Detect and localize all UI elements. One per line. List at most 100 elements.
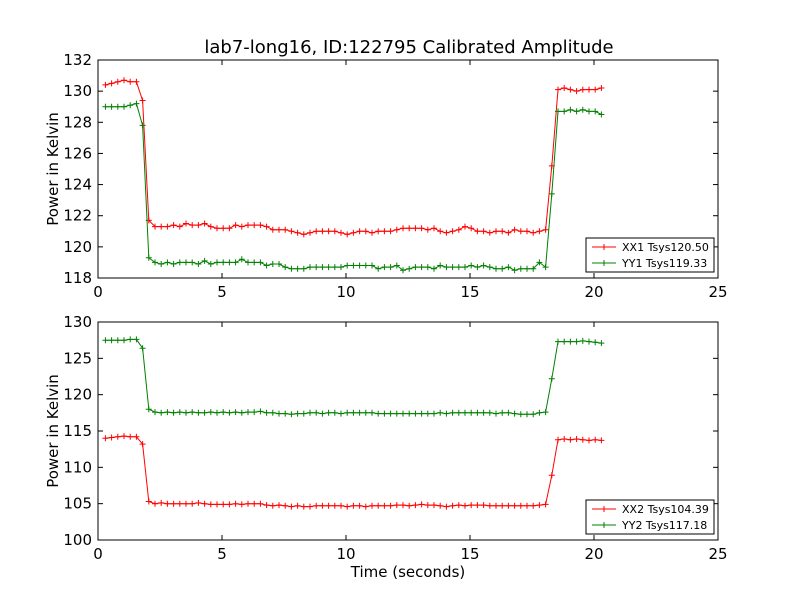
data-point	[387, 410, 394, 417]
data-point	[282, 226, 289, 233]
data-point	[493, 228, 499, 235]
data-point	[455, 264, 462, 271]
data-point	[474, 228, 481, 235]
data-point	[300, 231, 307, 238]
data-point	[356, 502, 363, 509]
data-point	[369, 409, 375, 416]
data-point	[220, 259, 227, 266]
data-point	[474, 264, 481, 271]
data-point	[511, 502, 518, 509]
legend-entry: YY2 Tsys117.18	[621, 519, 707, 532]
data-point	[220, 501, 227, 508]
data-point	[307, 264, 313, 271]
data-point	[455, 409, 462, 416]
data-point	[176, 409, 183, 416]
data-point	[226, 225, 233, 232]
data-point	[499, 409, 506, 416]
data-point	[592, 108, 599, 115]
data-point	[207, 223, 214, 230]
data-point	[561, 338, 568, 345]
legend-box	[585, 499, 715, 535]
data-point	[195, 261, 202, 267]
data-point	[152, 259, 158, 266]
data-point	[393, 410, 400, 417]
data-point	[480, 502, 487, 509]
data-point	[573, 436, 580, 442]
y-tick-label: 130	[63, 82, 92, 100]
data-point	[164, 223, 171, 230]
data-point	[325, 264, 332, 271]
data-point	[214, 409, 220, 416]
data-point	[437, 228, 444, 235]
data-point	[369, 502, 375, 509]
data-point	[598, 437, 605, 444]
data-point	[139, 97, 146, 104]
data-point	[276, 502, 282, 509]
y-axis-label: Power in Kelvin	[44, 112, 62, 226]
data-point	[288, 228, 295, 235]
data-point	[183, 409, 189, 416]
legend-entry: XX2 Tsys104.39	[622, 503, 709, 516]
x-tick-label: 10	[336, 283, 355, 301]
data-point	[338, 502, 344, 509]
data-point	[455, 502, 462, 509]
data-point	[114, 103, 121, 110]
data-point	[499, 265, 506, 272]
data-point	[424, 264, 431, 271]
chart-title: lab7-long16, ID:122795 Calibrated Amplit…	[204, 37, 613, 58]
data-point	[567, 106, 574, 113]
data-point	[139, 122, 146, 129]
data-point	[201, 220, 208, 227]
data-point	[598, 85, 605, 91]
data-point	[300, 265, 307, 272]
data-point	[493, 265, 499, 272]
data-point	[158, 499, 165, 506]
data-point	[102, 435, 109, 442]
data-point	[548, 472, 555, 479]
data-point	[325, 409, 332, 416]
y-tick-label: 105	[63, 495, 92, 513]
data-point	[393, 502, 400, 509]
data-point	[307, 503, 313, 510]
data-point	[536, 409, 543, 416]
data-point	[412, 502, 419, 509]
y-tick-label: 126	[63, 144, 92, 162]
data-point	[350, 409, 357, 416]
y-axis-label: Power in Kelvin	[44, 374, 62, 488]
data-point	[505, 264, 512, 271]
data-point	[486, 229, 493, 236]
data-point	[462, 264, 468, 271]
data-point	[319, 228, 326, 235]
data-point	[579, 106, 586, 113]
data-point	[331, 409, 338, 416]
data-point	[449, 502, 456, 509]
y-tick-label: 132	[63, 51, 92, 69]
data-point	[214, 225, 220, 232]
data-point	[307, 409, 313, 416]
y-tick-label: 120	[63, 238, 92, 256]
data-point	[592, 436, 599, 443]
data-point	[387, 264, 394, 271]
data-point	[542, 501, 549, 508]
data-point	[375, 228, 382, 235]
data-point	[530, 411, 537, 418]
data-point	[300, 410, 307, 417]
data-point	[152, 409, 158, 416]
x-tick-label: 10	[336, 545, 355, 563]
data-point	[493, 502, 499, 509]
data-point	[331, 502, 338, 509]
data-point	[579, 86, 586, 93]
data-point	[437, 262, 444, 269]
data-point	[114, 433, 121, 440]
data-point	[176, 259, 183, 266]
data-point	[251, 409, 258, 416]
x-tick-label: 20	[584, 545, 603, 563]
x-tick-label: 25	[708, 545, 727, 563]
data-point	[133, 100, 140, 107]
data-point	[152, 223, 158, 230]
legend-marker	[601, 506, 607, 512]
data-point	[232, 500, 239, 507]
data-point	[201, 257, 208, 264]
data-point	[238, 501, 245, 508]
data-point	[493, 410, 499, 417]
